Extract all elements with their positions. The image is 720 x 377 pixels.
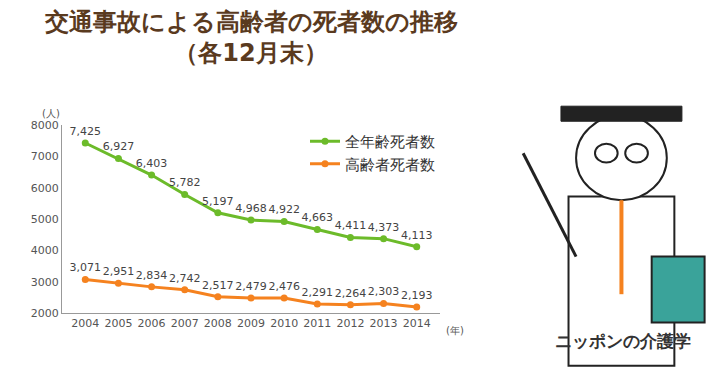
svg-text:2007: 2007 (171, 317, 199, 330)
svg-text:(人): (人) (42, 108, 60, 119)
svg-text:交通事故による高齢者の死者数の推移（各12月末）: 交通事故による高齢者の死者数の推移（各12月末） (44, 8, 458, 67)
svg-text:2014: 2014 (403, 317, 431, 330)
svg-text:3,071: 3,071 (70, 261, 102, 274)
svg-text:高齢者死者数: 高齢者死者数 (345, 156, 435, 174)
svg-text:6,403: 6,403 (136, 157, 168, 170)
svg-text:4,663: 4,663 (302, 211, 334, 224)
svg-text:4000: 4000 (31, 244, 59, 257)
svg-text:2008: 2008 (204, 317, 232, 330)
svg-text:8000: 8000 (31, 119, 59, 132)
svg-text:4,411: 4,411 (335, 219, 367, 232)
svg-text:2006: 2006 (138, 317, 166, 330)
svg-text:2,193: 2,193 (401, 289, 433, 302)
svg-text:2,951: 2,951 (103, 265, 135, 278)
svg-text:4,113: 4,113 (401, 229, 433, 242)
svg-text:2012: 2012 (336, 317, 364, 330)
svg-text:2013: 2013 (370, 317, 398, 330)
svg-text:全年齢死者数: 全年齢死者数 (345, 133, 435, 151)
svg-text:5000: 5000 (31, 213, 59, 226)
svg-text:2,517: 2,517 (202, 279, 234, 292)
svg-text:4,968: 4,968 (235, 202, 267, 215)
svg-text:6000: 6000 (31, 182, 59, 195)
svg-text:2,742: 2,742 (169, 272, 201, 285)
svg-text:ニッポンの介護学: ニッポンの介護学 (555, 331, 691, 351)
svg-text:2,834: 2,834 (136, 269, 168, 282)
svg-text:4,373: 4,373 (368, 221, 400, 234)
svg-text:2,479: 2,479 (235, 280, 267, 293)
svg-text:5,197: 5,197 (202, 195, 234, 208)
svg-text:2,303: 2,303 (368, 285, 400, 298)
svg-text:3000: 3000 (31, 276, 59, 289)
svg-text:2,476: 2,476 (268, 280, 300, 293)
svg-text:2005: 2005 (104, 317, 132, 330)
svg-text:2,264: 2,264 (335, 287, 367, 300)
svg-text:2011: 2011 (303, 317, 331, 330)
svg-text:2010: 2010 (270, 317, 298, 330)
svg-text:2,291: 2,291 (302, 286, 334, 299)
svg-text:4,922: 4,922 (268, 203, 300, 216)
svg-text:7000: 7000 (31, 150, 59, 163)
svg-text:7,425: 7,425 (70, 125, 102, 138)
svg-text:2009: 2009 (237, 317, 265, 330)
svg-text:5,782: 5,782 (169, 176, 201, 189)
svg-text:6,927: 6,927 (103, 140, 135, 153)
svg-text:(年): (年) (446, 325, 464, 336)
svg-text:2000: 2000 (31, 307, 59, 320)
svg-text:2004: 2004 (71, 317, 99, 330)
